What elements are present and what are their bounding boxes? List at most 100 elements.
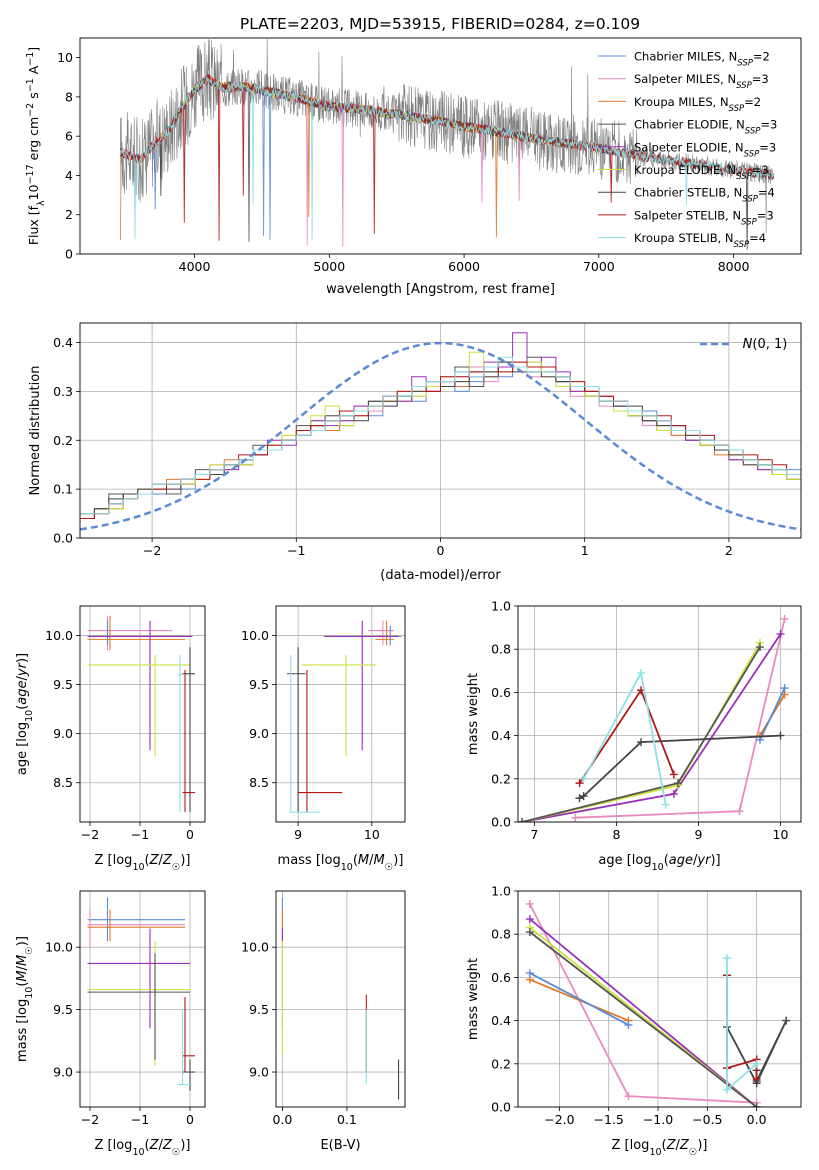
y-axis-label: Normed distribution [28, 366, 43, 496]
x-tick-label: 10 [773, 827, 789, 842]
label-part: Z [149, 1138, 160, 1153]
axes-frame [79, 322, 802, 539]
legend-tail: =3 [752, 72, 769, 86]
weight-marker [776, 630, 785, 639]
label-part: age [15, 680, 30, 704]
label-part: (0, 1) [752, 337, 787, 352]
x-tick-label: 6000 [448, 259, 480, 274]
x-tick-label: 4000 [179, 259, 211, 274]
weight-marker [776, 731, 785, 740]
x-tick-label: 7 [530, 827, 538, 842]
label-part: Z [679, 1138, 690, 1153]
x-tick-label: 8 [612, 827, 620, 842]
label-part: 10 [652, 862, 664, 873]
weight-marker [673, 779, 682, 788]
axes-age_vs_mass: 9 10 8.5 9.0 9.5 10.0 [241, 606, 405, 842]
histogram-chabrier_elodie [80, 356, 801, 538]
x-tick-label: 0.0 [273, 1112, 293, 1127]
y-tick-label: 4 [65, 168, 73, 183]
y-tick-label: 10.0 [241, 628, 269, 643]
histogram-salpeter_miles [80, 361, 801, 538]
x-tick-label: 0 [437, 543, 445, 558]
y-axis-label: mass weight [466, 673, 481, 755]
y-tick-label: 9.5 [53, 677, 73, 692]
label-part: Z [162, 1138, 173, 1153]
x-tick-label: 0 [186, 827, 194, 842]
y-tick-label: 0.4 [491, 1013, 511, 1028]
legend-text: Salpeter STELIB, N [634, 208, 741, 222]
x-axis-label: age [log10(age/yr)] [598, 853, 720, 873]
legend-entry: Salpeter ELODIE, NSSP=3 [634, 140, 776, 159]
x-tick-label: −2 [143, 543, 161, 558]
label-part: / [159, 1138, 164, 1153]
label-part: −1 [25, 52, 36, 66]
label-part: Z [162, 853, 173, 868]
y-tick-label: 10 [57, 50, 73, 65]
weight-line-chabrier_stelib [579, 734, 781, 800]
x-axis-label: wavelength [Angstrom, rest frame] [326, 282, 555, 297]
y-tick-label: 0.6 [491, 685, 511, 700]
x-tick-label: 2 [725, 543, 733, 558]
weight-marker [579, 774, 588, 783]
x-tick-label: 0.1 [337, 1112, 357, 1127]
legend-tail: =3 [760, 118, 777, 132]
y-tick-label: 9.0 [53, 1065, 73, 1080]
y-tick-label: 0.0 [491, 1100, 511, 1115]
y-tick-label: 8.5 [53, 775, 73, 790]
legend-text: Chabrier ELODIE, N [634, 118, 745, 132]
weight-marker [575, 779, 584, 788]
label-part: / [15, 675, 30, 680]
label-part: M [358, 853, 369, 868]
y-tick-label: 8.5 [249, 775, 269, 790]
label-part: 10 [132, 862, 144, 873]
legend-entry: Salpeter STELIB, NSSP=3 [634, 208, 774, 227]
model-spectrum-kroupa_stelib [119, 75, 775, 241]
label-part: ( [353, 853, 358, 868]
axes-frame [79, 605, 206, 823]
label-part: 10 [26, 184, 41, 200]
label-part: age [log [598, 853, 651, 868]
weight-marker [661, 800, 670, 809]
x-tick-label: −1.5 [594, 1112, 624, 1127]
weight-marker [624, 1092, 633, 1101]
legend-entry: Chabrier STELIB, NSSP=4 [634, 186, 775, 205]
y-tick-label: 1.0 [491, 884, 511, 899]
weight-line-salpeter_stelib [726, 975, 758, 1079]
legend-entry: Chabrier ELODIE, NSSP=3 [634, 118, 777, 137]
label-part: A [26, 65, 41, 78]
legend-tail: =2 [744, 95, 761, 109]
x-tick-label: 8000 [718, 259, 750, 274]
x-tick-label: 9 [294, 827, 302, 842]
label-part: Z [log [612, 1138, 650, 1153]
label-part: ☉ [172, 862, 181, 873]
x-tick-label: 9 [694, 827, 702, 842]
weight-line-chabrier_miles [759, 687, 786, 741]
label-part: ☉ [385, 862, 394, 873]
label-part: yr [15, 661, 30, 677]
y-tick-label: 9.5 [249, 677, 269, 692]
x-tick-label: 0 [186, 1112, 194, 1127]
x-tick-label: −1 [131, 827, 149, 842]
label-part: −1 [25, 78, 36, 92]
y-tick-label: 9.5 [53, 1002, 73, 1017]
weight-marker [669, 770, 678, 779]
plot-area-mass_vs_EBV [281, 897, 400, 1100]
y-tick-label: 0.1 [53, 482, 73, 497]
label-part: 10 [132, 1147, 144, 1158]
y-tick-label: 2 [65, 207, 73, 222]
label-part: )] [15, 653, 30, 663]
label-part: ( [664, 853, 669, 868]
y-tick-label: 8 [65, 89, 73, 104]
legend-entry: Kroupa ELODIE, NSSP=3 [634, 163, 769, 182]
legend-entry: Chabrier MILES, NSSP=2 [634, 50, 770, 69]
legend-text: Salpeter MILES, N [634, 72, 736, 86]
legend-tail: =4 [758, 186, 775, 200]
histogram-kroupa_miles [80, 366, 801, 538]
plot-area-age_vs_mass [287, 620, 402, 813]
y-tick-label: 0.4 [53, 335, 73, 350]
weight-marker [624, 1020, 633, 1029]
legend-tail: =4 [749, 231, 766, 245]
legend-sub: SSP [737, 59, 753, 69]
